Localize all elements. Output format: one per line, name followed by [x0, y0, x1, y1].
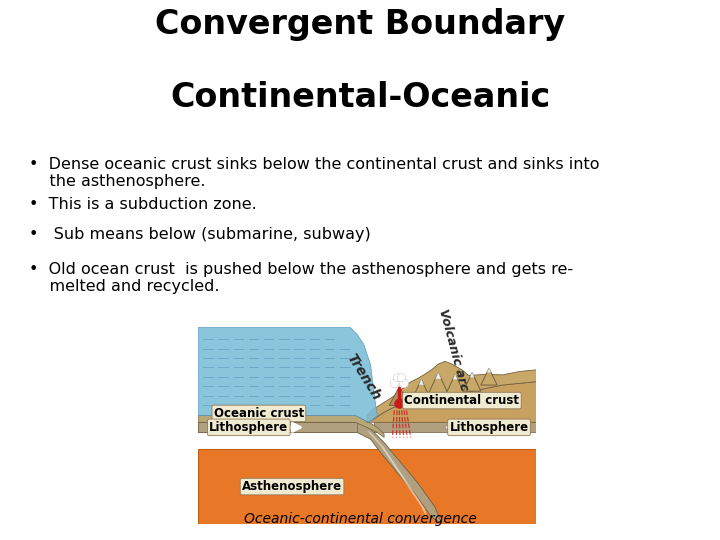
Polygon shape — [390, 387, 410, 406]
Polygon shape — [453, 374, 457, 379]
Polygon shape — [198, 422, 441, 524]
Circle shape — [394, 374, 405, 386]
Circle shape — [395, 399, 404, 408]
Polygon shape — [470, 373, 474, 377]
Polygon shape — [198, 328, 377, 422]
Polygon shape — [367, 382, 536, 422]
Circle shape — [400, 379, 408, 388]
Polygon shape — [361, 427, 428, 521]
Text: Continental crust: Continental crust — [405, 394, 519, 407]
Polygon shape — [198, 422, 357, 433]
Text: Continental-Oceanic: Continental-Oceanic — [170, 81, 550, 114]
Text: Oceanic-continental convergence: Oceanic-continental convergence — [243, 512, 477, 526]
Circle shape — [397, 374, 405, 382]
Circle shape — [393, 374, 401, 382]
Text: •  Old ocean crust  is pushed below the asthenosphere and gets re-
    melted an: • Old ocean crust is pushed below the as… — [29, 262, 573, 294]
Polygon shape — [481, 368, 497, 385]
Polygon shape — [198, 449, 536, 524]
Polygon shape — [198, 415, 384, 437]
Text: Asthenosphere: Asthenosphere — [242, 480, 342, 493]
Text: •   Sub means below (submarine, subway): • Sub means below (submarine, subway) — [29, 227, 371, 242]
Text: Lithosphere: Lithosphere — [210, 421, 288, 434]
Polygon shape — [419, 379, 423, 385]
Polygon shape — [463, 373, 481, 391]
Polygon shape — [436, 373, 441, 379]
Text: Convergent Boundary: Convergent Boundary — [155, 8, 565, 41]
Polygon shape — [367, 361, 536, 422]
Polygon shape — [411, 379, 431, 401]
Polygon shape — [426, 373, 450, 398]
Text: Oceanic crust: Oceanic crust — [214, 407, 304, 420]
Text: •  This is a subduction zone.: • This is a subduction zone. — [29, 197, 256, 212]
Text: Trench: Trench — [343, 351, 383, 402]
Polygon shape — [487, 368, 491, 373]
Polygon shape — [374, 422, 536, 433]
Text: •  Dense oceanic crust sinks below the continental crust and sinks into
    the : • Dense oceanic crust sinks below the co… — [29, 157, 599, 189]
Polygon shape — [446, 374, 464, 395]
Circle shape — [390, 379, 399, 388]
Text: Volcanic arc: Volcanic arc — [436, 307, 471, 392]
Text: Lithosphere: Lithosphere — [449, 421, 528, 434]
